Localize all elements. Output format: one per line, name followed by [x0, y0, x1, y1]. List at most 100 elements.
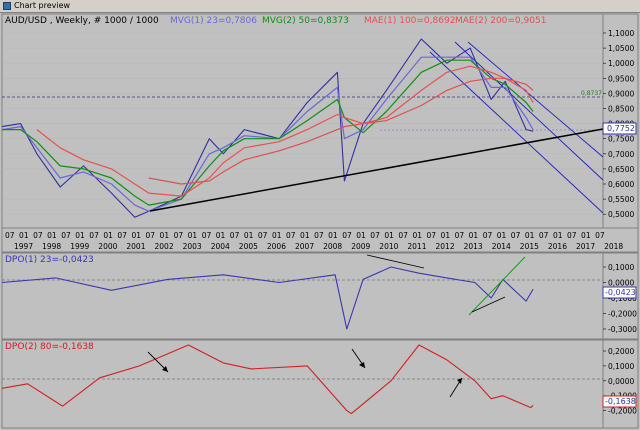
year-tick-label: 2006 [267, 242, 286, 251]
dpo1-y-tick-label: -0,2000 [608, 310, 637, 319]
month-tick-label: 07 [483, 231, 493, 240]
channel-line-lower[interactable] [429, 51, 604, 214]
dpo2-series-line[interactable] [1, 344, 534, 415]
month-tick-label: 07 [342, 231, 352, 240]
year-tick-label: 2000 [98, 242, 117, 251]
year-tick-label: 2005 [239, 242, 258, 251]
year-tick-label: 2013 [464, 242, 483, 251]
month-tick-label: 01 [328, 231, 338, 240]
month-tick-label: 07 [511, 231, 521, 240]
dpo1-last-value: -0,0423 [605, 288, 636, 297]
year-tick-label: 2003 [183, 242, 202, 251]
dpo2-arrow-3[interactable] [449, 377, 463, 398]
main-y-tick-label: 0,7500 [608, 135, 634, 144]
chart-window-icon [3, 2, 11, 10]
main-y-tick-label: 0,9000 [608, 89, 634, 98]
main-y-tick-label: 0,6000 [608, 180, 634, 189]
month-tick-label: 01 [160, 231, 170, 240]
year-tick-label: 2004 [211, 242, 230, 251]
month-tick-label: 01 [300, 231, 310, 240]
year-tick-labels: 1997 1998 1999 2000 2001 2002 2003 2004 2005 2006… [14, 242, 623, 251]
dpo1-y-tick-label: 0,1000 [608, 263, 634, 272]
month-tick-label: 01 [497, 231, 507, 240]
window-title: Chart preview [14, 1, 71, 10]
dpo1-series-group[interactable] [1, 266, 534, 330]
mae2-series-line[interactable] [148, 77, 534, 185]
month-tick-labels: 07 01 07 01 07 01 07 01 07 01 07 01 07 01 07 01 07 01 07 01… [5, 231, 605, 240]
long-term-trend-line[interactable] [149, 128, 604, 212]
month-tick-label: 01 [131, 231, 141, 240]
month-tick-label: 01 [441, 231, 451, 240]
month-tick-label: 07 [174, 231, 184, 240]
dpo1-series-line[interactable] [1, 266, 534, 330]
dpo1-panel[interactable] [1, 252, 604, 340]
month-tick-label: 01 [412, 231, 422, 240]
month-tick-label: 01 [525, 231, 535, 240]
dpo1-y-tick-label: 0,0000 [608, 279, 634, 288]
dpo1-divergence-line-2[interactable] [471, 296, 506, 313]
dpo2-y-tick-label: 0,0000 [608, 377, 634, 386]
main-y-tick-label: 1,0000 [608, 59, 634, 68]
main-series-group[interactable] [1, 38, 534, 218]
year-tick-label: 2015 [520, 242, 539, 251]
mae2-label: MAE(2) 200=0,9051 [455, 16, 546, 26]
month-tick-label: 07 [258, 231, 268, 240]
dpo1-last-value-badge [602, 286, 637, 299]
month-tick-label: 01 [75, 231, 85, 240]
month-tick-label: 01 [384, 231, 394, 240]
month-tick-label: 07 [314, 231, 324, 240]
year-tick-label: 2016 [548, 242, 567, 251]
main-y-tick-label: 0,7000 [608, 150, 634, 159]
mae1-series-line[interactable] [36, 65, 534, 197]
year-tick-label: 2010 [379, 242, 398, 251]
dpo1-divergence-line-1[interactable] [366, 254, 425, 269]
month-tick-label: 01 [553, 231, 563, 240]
main-y-tick-label: 0,6500 [608, 165, 634, 174]
dpo2-arrow-2[interactable] [351, 348, 366, 369]
mvg2-label: MVG(2) 50=0,8373 [262, 16, 349, 26]
year-tick-label: 2001 [126, 242, 145, 251]
year-tick-label: 2018 [604, 242, 623, 251]
dpo2-last-value: -0,1638 [605, 397, 636, 406]
month-tick-label: 07 [61, 231, 71, 240]
year-tick-label: 2008 [323, 242, 342, 251]
dpo2-series-group[interactable] [1, 344, 534, 415]
dpo2-y-tick-label: -0,2000 [608, 407, 637, 416]
month-tick-label: 07 [230, 231, 240, 240]
month-tick-label: 07 [202, 231, 212, 240]
dpo2-y-tick-label: 0,2000 [608, 347, 634, 356]
month-tick-label: 07 [427, 231, 437, 240]
year-tick-label: 2011 [407, 242, 426, 251]
month-tick-label: 07 [567, 231, 577, 240]
year-tick-label: 1999 [70, 242, 89, 251]
mvg2-series-line[interactable] [2, 59, 534, 206]
channel-line-middle[interactable] [454, 41, 604, 181]
year-tick-label: 1997 [14, 242, 33, 251]
dpo2-arrow-1[interactable] [147, 351, 169, 373]
dpo1-label: DPO(1) 23=-0,0423 [5, 255, 94, 265]
month-tick-label: 07 [455, 231, 465, 240]
main-price-panel[interactable] [1, 13, 604, 229]
month-tick-label: 01 [188, 231, 198, 240]
dpo1-green-trend-line[interactable] [468, 256, 526, 316]
year-tick-label: 2012 [436, 242, 455, 251]
month-tick-label: 07 [539, 231, 549, 240]
month-tick-label: 01 [47, 231, 57, 240]
symbol-label: AUD/USD , Weekly, # 1000 / 1000 [5, 16, 159, 26]
window-titlebar[interactable]: Chart preview [0, 0, 640, 13]
year-tick-label: 2014 [492, 242, 511, 251]
month-tick-label: 01 [272, 231, 282, 240]
year-tick-label: 2017 [576, 242, 595, 251]
horizontal-level-label: 0,8737 [581, 90, 602, 97]
dpo2-y-axis [602, 339, 639, 429]
month-tick-label: 01 [19, 231, 29, 240]
month-tick-label: 07 [33, 231, 43, 240]
main-y-tick-label: 0,8500 [608, 105, 634, 114]
month-tick-label: 01 [103, 231, 113, 240]
month-tick-label: 01 [244, 231, 254, 240]
last-price-badge [602, 122, 637, 135]
dpo1-y-tick-label: -0,3000 [608, 325, 637, 334]
channel-line-upper[interactable] [467, 41, 604, 158]
dpo2-panel[interactable] [1, 339, 604, 429]
chart-area[interactable]: 1,10001,05001,00000,95000,90000,85000,80… [0, 12, 640, 430]
